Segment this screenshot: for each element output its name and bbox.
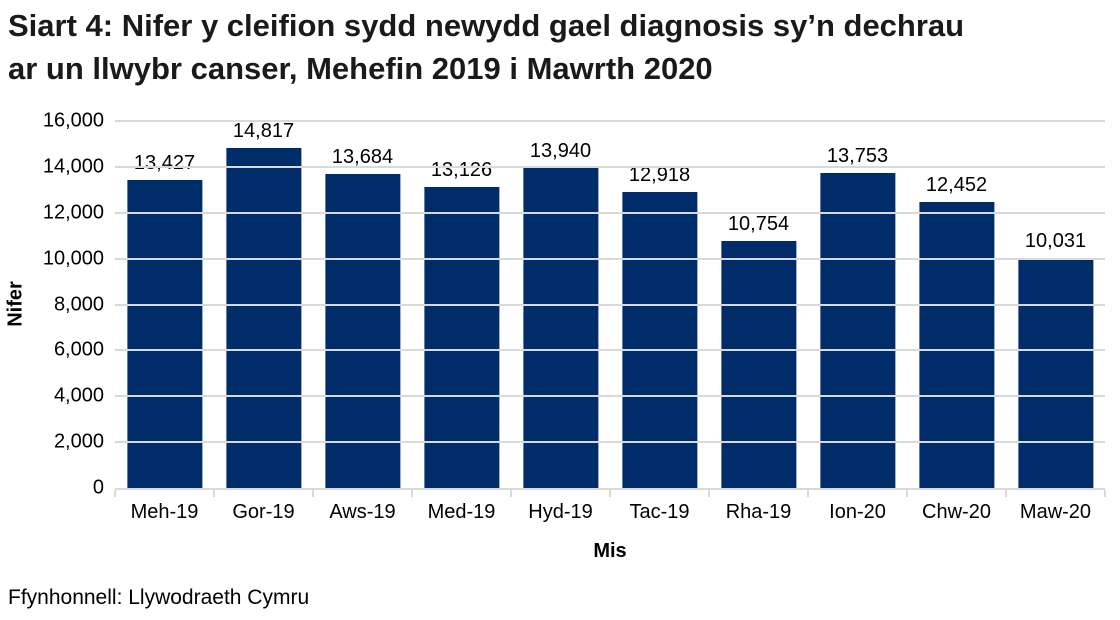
gridline bbox=[115, 165, 1105, 168]
y-tick-label: 4,000 bbox=[53, 384, 104, 407]
bar-value-label: 12,918 bbox=[628, 163, 691, 186]
bar bbox=[324, 174, 401, 488]
bar-slot: 13,126 bbox=[412, 121, 511, 488]
x-axis-tick bbox=[114, 490, 116, 497]
x-axis-tick bbox=[708, 490, 710, 497]
x-tick-label: Meh-19 bbox=[130, 501, 199, 523]
y-tick-label: 12,000 bbox=[42, 201, 104, 224]
bar-slot: 10,754 bbox=[709, 121, 808, 488]
chart-title: Siart 4: Nifer y cleifion sydd newydd ga… bbox=[8, 4, 1108, 90]
bar bbox=[819, 172, 896, 488]
y-tick-label: 0 bbox=[92, 476, 104, 499]
x-axis-tick bbox=[807, 490, 809, 497]
bar-slot: 13,753 bbox=[808, 121, 907, 488]
y-tick-label: 10,000 bbox=[42, 247, 104, 270]
y-tick-label: 16,000 bbox=[42, 109, 104, 132]
x-axis-tick bbox=[510, 490, 512, 497]
x-tick-label: Maw-20 bbox=[1019, 501, 1092, 523]
gridline bbox=[115, 120, 1105, 122]
bar-slot: 13,684 bbox=[313, 121, 412, 488]
gridline bbox=[115, 395, 1105, 398]
chart-title-line-2: ar un llwybr canser, Mehefin 2019 i Mawr… bbox=[8, 51, 713, 86]
bar-value-label: 13,753 bbox=[826, 144, 889, 167]
gridline bbox=[115, 211, 1105, 214]
gridline bbox=[115, 441, 1105, 444]
x-axis-tick bbox=[411, 490, 413, 497]
x-tick-label: Hyd-19 bbox=[528, 501, 593, 523]
bar-value-label: 12,452 bbox=[925, 174, 988, 197]
bar bbox=[126, 180, 203, 488]
chart-title-line-1: Siart 4: Nifer y cleifion sydd newydd ga… bbox=[8, 8, 965, 43]
bar-value-label: 10,754 bbox=[727, 213, 790, 236]
bar-value-label: 10,031 bbox=[1024, 229, 1087, 252]
bar-value-label: 13,940 bbox=[529, 140, 592, 163]
bar bbox=[423, 186, 500, 488]
bar bbox=[1017, 257, 1094, 488]
bar bbox=[918, 202, 995, 488]
source-note: Ffynhonnell: Llywodraeth Cymru bbox=[8, 586, 310, 609]
x-tick-label: Aws-19 bbox=[329, 501, 396, 523]
bar-value-label: 13,684 bbox=[331, 146, 394, 169]
bar bbox=[225, 148, 302, 488]
x-axis-tick bbox=[312, 490, 314, 497]
bar-chart-plot-area: 13,427 14,817 13,684 13,126 13,940 12,918 10,7… bbox=[114, 120, 1106, 497]
x-axis-tick-labels: Meh-19 Gor-19 Aws-19 Med-19 Hyd-19 Tac-19 Rha-… bbox=[115, 501, 1105, 524]
x-axis-tick bbox=[609, 490, 611, 497]
x-axis-tick bbox=[213, 490, 215, 497]
x-tick-label: Tac-19 bbox=[629, 501, 690, 523]
bar-value-label: 13,427 bbox=[133, 152, 196, 175]
gridline bbox=[115, 303, 1105, 306]
bar bbox=[621, 191, 698, 488]
bar-value-label: 13,126 bbox=[430, 158, 493, 181]
x-axis-tick bbox=[1104, 490, 1106, 497]
y-axis-tick-labels: 0 2,000 4,000 6,000 8,000 10,000 12,000 14,000 1… bbox=[0, 110, 104, 499]
bar-slot: 13,427 bbox=[115, 121, 214, 488]
bar-slot: 12,918 bbox=[610, 121, 709, 488]
x-tick-label: Med-19 bbox=[427, 501, 496, 523]
x-tick-label: Gor-19 bbox=[232, 501, 295, 523]
y-tick-label: 2,000 bbox=[53, 430, 104, 453]
x-axis-tick bbox=[906, 490, 908, 497]
x-tick-label: Ion-20 bbox=[829, 501, 886, 523]
y-tick-label: 8,000 bbox=[53, 293, 104, 315]
bar-slot: 12,452 bbox=[907, 121, 1006, 488]
bar-slot: 13,940 bbox=[511, 121, 610, 488]
x-tick-label: Rha-19 bbox=[725, 501, 792, 523]
y-tick-label: 14,000 bbox=[42, 155, 104, 178]
x-axis-tick bbox=[1005, 490, 1007, 497]
bar-slot: 14,817 bbox=[214, 120, 313, 488]
gridline bbox=[115, 349, 1105, 352]
bar-slot: 10,031 bbox=[1006, 121, 1105, 488]
bar bbox=[522, 168, 599, 488]
bar-series: 13,427 14,817 13,684 13,126 13,940 12,918 10,7… bbox=[115, 120, 1105, 488]
y-tick-label: 6,000 bbox=[53, 338, 104, 361]
gridline bbox=[115, 257, 1105, 260]
bar-value-label: 14,817 bbox=[232, 120, 295, 143]
x-axis-title: Mis bbox=[593, 540, 627, 562]
bar bbox=[720, 241, 797, 488]
x-tick-label: Chw-20 bbox=[922, 501, 991, 523]
